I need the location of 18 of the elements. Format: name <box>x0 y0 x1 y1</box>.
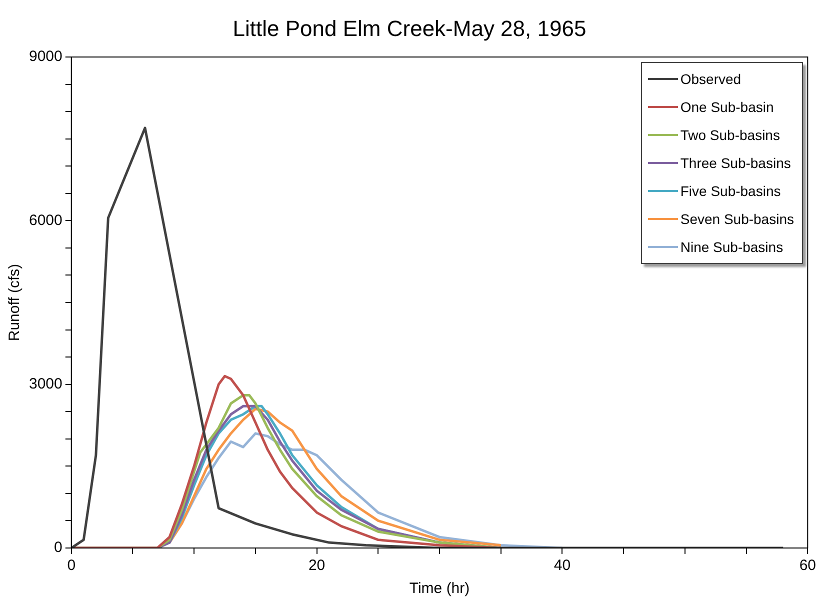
y-axis-title: Runoff (cfs) <box>6 264 24 342</box>
x-tick-label: 40 <box>554 557 571 574</box>
x-axis-title: Time (hr) <box>409 580 470 598</box>
x-tick-label: 60 <box>799 557 816 574</box>
y-tick-label: 6000 <box>28 212 62 229</box>
legend-label: Five Sub-basins <box>680 183 781 199</box>
legend-label: Nine Sub-basins <box>680 239 784 255</box>
legend-label: One Sub-basin <box>680 99 774 115</box>
y-tick-label: 3000 <box>28 375 62 392</box>
legend-label: Seven Sub-basins <box>680 211 794 227</box>
legend-label: Observed <box>680 71 742 87</box>
legend-label: Three Sub-basins <box>680 155 791 171</box>
y-tick-label: 9000 <box>28 48 62 66</box>
legend-label: Two Sub-basins <box>680 127 780 143</box>
y-tick-label: 0 <box>54 539 62 556</box>
chart-title: Little Pond Elm Creek-May 28, 1965 <box>232 16 588 42</box>
x-tick-label: 20 <box>308 557 326 574</box>
x-tick-label: 0 <box>67 557 76 574</box>
